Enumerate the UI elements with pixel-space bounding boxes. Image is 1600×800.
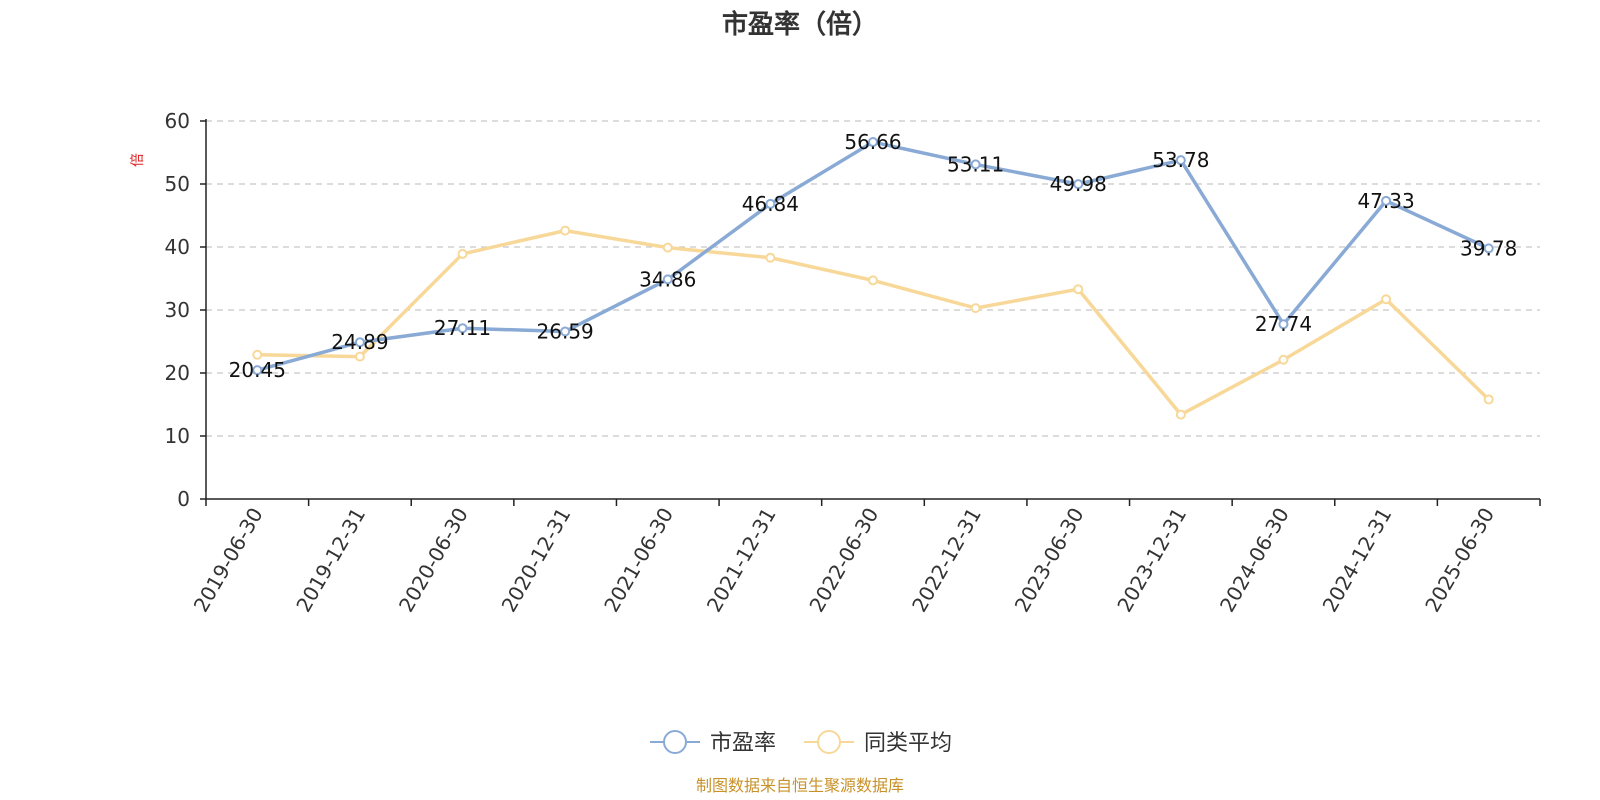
data-point-s1-2[interactable] bbox=[457, 248, 468, 259]
legend-label-1: 同类平均 bbox=[864, 731, 952, 756]
x-tick-label: 2020-12-31 bbox=[497, 504, 576, 617]
data-point-s0-6[interactable] bbox=[868, 137, 878, 148]
data-point-s0-0[interactable] bbox=[252, 365, 263, 376]
data-label: 46.84 bbox=[742, 192, 799, 216]
data-label: 24.89 bbox=[331, 330, 388, 354]
data-point-s0-2[interactable] bbox=[457, 323, 468, 334]
data-point-s1-6[interactable] bbox=[868, 275, 878, 286]
data-label: 39.78 bbox=[1460, 236, 1517, 260]
legend-label-0: 市盈率 bbox=[710, 731, 776, 756]
legend-marker-1 bbox=[817, 730, 841, 754]
x-tick-label: 2023-06-30 bbox=[1010, 504, 1089, 617]
x-tick-label: 2021-12-31 bbox=[702, 504, 781, 617]
data-point-s0-7[interactable] bbox=[970, 159, 981, 170]
data-point-s1-10[interactable] bbox=[1278, 354, 1289, 365]
data-label: 34.86 bbox=[639, 267, 696, 291]
data-point-s1-7[interactable] bbox=[970, 303, 981, 314]
data-label: 53.78 bbox=[1152, 148, 1209, 172]
series-lines bbox=[252, 137, 1494, 420]
data-point-s1-9[interactable] bbox=[1175, 409, 1186, 420]
legend-item-0[interactable]: 市盈率 bbox=[650, 730, 776, 756]
data-label: 47.33 bbox=[1357, 189, 1414, 213]
y-axis-label: 倍 bbox=[130, 153, 146, 167]
x-tick-label: 2025-06-30 bbox=[1420, 504, 1499, 617]
chart-title: 市盈率（倍） bbox=[722, 9, 878, 40]
legend-item-1[interactable]: 同类平均 bbox=[804, 730, 952, 756]
y-tick-label: 20 bbox=[165, 361, 190, 385]
x-tick-label: 2022-12-31 bbox=[907, 504, 986, 617]
data-point-s0-10[interactable] bbox=[1278, 319, 1289, 330]
data-point-s0-9[interactable] bbox=[1175, 155, 1186, 166]
data-point-s0-4[interactable] bbox=[662, 274, 673, 285]
y-tick-label: 0 bbox=[177, 487, 190, 511]
data-label: 26.59 bbox=[537, 319, 594, 343]
data-point-s1-1[interactable] bbox=[354, 351, 365, 362]
data-point-s1-12[interactable] bbox=[1483, 394, 1494, 405]
data-label: 27.74 bbox=[1255, 312, 1312, 336]
data-point-s1-8[interactable] bbox=[1073, 284, 1084, 295]
data-point-s0-8[interactable] bbox=[1073, 179, 1084, 190]
data-point-s0-5[interactable] bbox=[765, 198, 776, 209]
x-tick-label: 2019-12-31 bbox=[291, 504, 370, 617]
data-point-s1-5[interactable] bbox=[765, 252, 776, 263]
source-note: 制图数据来自恒生聚源数据库 bbox=[696, 776, 904, 795]
data-point-s1-4[interactable] bbox=[662, 242, 673, 253]
data-point-s0-1[interactable] bbox=[354, 337, 365, 348]
data-labels: 20.45 24.89 27.11 26.59 34.86 46.84 56.66 53.11… bbox=[229, 130, 1518, 382]
x-tick-label: 2024-06-30 bbox=[1215, 504, 1294, 617]
y-tick-label: 50 bbox=[165, 172, 190, 196]
data-label: 56.66 bbox=[844, 130, 901, 154]
data-point-s1-0[interactable] bbox=[252, 349, 263, 360]
axes: 0 10 20 30 40 50 60 2019-06-30 2019-12-31 2020-06… bbox=[165, 109, 1541, 617]
legend-marker-0 bbox=[663, 730, 687, 754]
data-label: 20.45 bbox=[229, 358, 286, 382]
y-tick-label: 60 bbox=[165, 109, 190, 133]
x-tick-label: 2020-06-30 bbox=[394, 504, 473, 617]
x-tick-label: 2019-06-30 bbox=[189, 504, 268, 617]
data-point-s1-11[interactable] bbox=[1381, 294, 1392, 305]
y-tick-label: 30 bbox=[165, 298, 190, 322]
data-point-s1-3[interactable] bbox=[560, 225, 571, 236]
y-tick-label: 10 bbox=[165, 424, 190, 448]
gridlines bbox=[206, 120, 1540, 437]
data-point-s0-3[interactable] bbox=[560, 326, 571, 337]
x-tick-label: 2023-12-31 bbox=[1112, 504, 1191, 617]
x-tick-label: 2021-06-30 bbox=[599, 504, 678, 617]
x-tick-label: 2022-06-30 bbox=[804, 504, 883, 617]
data-point-s0-12[interactable] bbox=[1483, 243, 1494, 254]
data-label: 49.98 bbox=[1050, 172, 1107, 196]
data-label: 53.11 bbox=[947, 152, 1004, 176]
legend[interactable]: 市盈率 同类平均 bbox=[650, 730, 952, 756]
y-tick-label: 40 bbox=[165, 235, 190, 259]
x-tick-label: 2024-12-31 bbox=[1318, 504, 1397, 617]
data-point-s0-11[interactable] bbox=[1381, 195, 1392, 206]
data-label: 27.11 bbox=[434, 316, 491, 340]
